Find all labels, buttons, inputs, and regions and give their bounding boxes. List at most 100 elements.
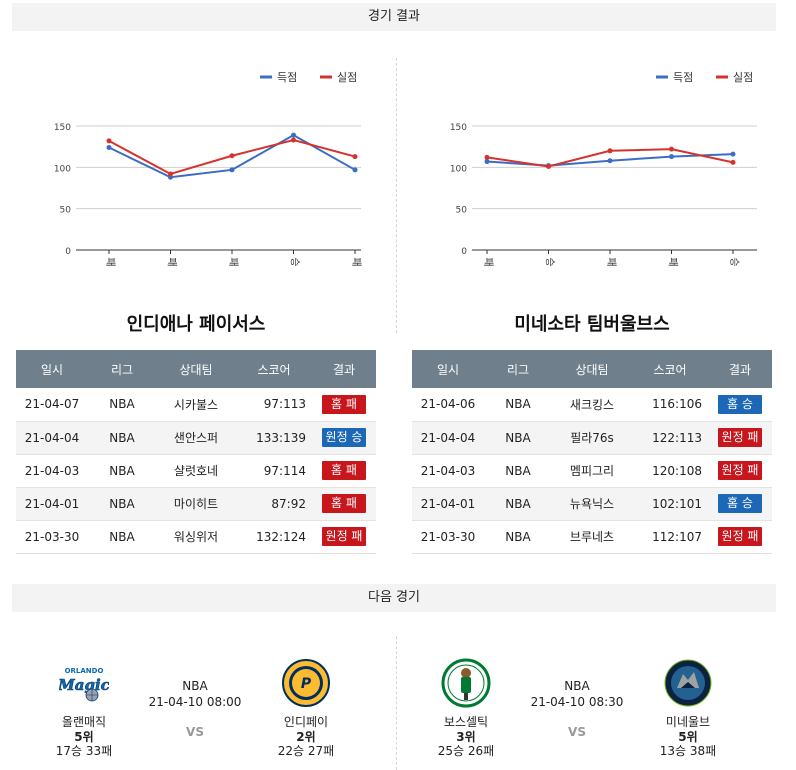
result-badge: 원정 패 — [322, 527, 366, 546]
cell-date: 21-04-03 — [412, 454, 484, 488]
timberwolves-logo — [663, 658, 713, 708]
table-row: 21-04-06 NBA 새크킹스 116:106 홈 승 — [412, 388, 772, 422]
header-league: 리그 — [484, 350, 552, 388]
next-match-1-info: NBA 21-04-10 08:00 — [140, 678, 250, 710]
data-point — [106, 138, 112, 144]
table-row: 21-03-30 NBA 워싱위저 132:124 원정 패 — [16, 520, 376, 554]
x-tick-label: 패 — [227, 257, 239, 266]
x-tick-label: 승 — [728, 257, 740, 266]
magic-logo: ORLANDO Magic — [59, 658, 109, 708]
data-point — [229, 167, 235, 173]
match-datetime: 21-04-10 08:00 — [148, 695, 242, 709]
data-point — [546, 164, 551, 170]
cell-date: 21-03-30 — [412, 520, 484, 554]
data-point — [352, 154, 358, 160]
y-tick-label: 100 — [450, 164, 467, 174]
cell-league: NBA — [484, 388, 552, 422]
table-row: 21-04-03 NBA 멤피그리 120:108 원정 패 — [412, 454, 772, 488]
cell-opponent: 샬럿호네 — [156, 454, 236, 488]
data-point — [229, 153, 235, 159]
svg-text:ORLANDO: ORLANDO — [65, 667, 104, 675]
cell-result: 원정 승 — [312, 421, 376, 455]
table-row: 21-04-01 NBA 마이히트 87:92 홈 패 — [16, 487, 376, 521]
data-point — [106, 144, 112, 150]
cell-score: 122:113 — [632, 421, 708, 455]
cell-date: 21-04-01 — [412, 487, 484, 521]
svg-text:Magic: Magic — [59, 676, 109, 694]
legend-label-0: 득점 — [277, 71, 297, 84]
header-league: 리그 — [88, 350, 156, 388]
next-section-header: 다음 경기 — [12, 584, 776, 612]
y-tick-label: 0 — [461, 247, 467, 257]
y-tick-label: 150 — [450, 123, 467, 133]
next-match-2-away-team[interactable]: 미네울브 5위 13승 38패 — [648, 658, 728, 758]
cell-league: NBA — [484, 520, 552, 554]
cell-opponent: 마이히트 — [156, 487, 236, 521]
next-match-1-away-team[interactable]: P 인디페이 2위 22승 27패 — [266, 658, 346, 758]
data-point — [669, 146, 674, 152]
cell-score: 120:108 — [632, 454, 708, 488]
team-name: 인디페이 — [283, 715, 329, 729]
x-tick-label: 패 — [667, 257, 679, 266]
cell-opponent: 새크킹스 — [552, 388, 632, 422]
legend-label-0: 득점 — [673, 71, 693, 84]
cell-league: NBA — [88, 520, 156, 554]
cell-score: 132:124 — [236, 520, 312, 554]
team-record: 25승 26패 — [437, 744, 495, 758]
x-tick-label: 패 — [605, 257, 617, 266]
y-tick-label: 50 — [60, 206, 72, 216]
header-date: 일시 — [412, 350, 484, 388]
next-match-2-info: NBA 21-04-10 08:30 — [522, 678, 632, 710]
table-row: 21-04-03 NBA 샬럿호네 97:114 홈 패 — [16, 454, 376, 488]
x-tick-label: 승 — [544, 257, 556, 266]
cell-league: NBA — [88, 487, 156, 521]
cell-result: 원정 패 — [708, 454, 772, 488]
cell-date: 21-04-04 — [412, 421, 484, 455]
cell-date: 21-04-07 — [16, 388, 88, 422]
cell-opponent: 뉴욕닉스 — [552, 487, 632, 521]
result-badge: 원정 패 — [718, 527, 762, 546]
legend-label-1: 실점 — [733, 71, 753, 84]
cell-score: 97:114 — [236, 454, 312, 488]
cell-opponent: 멤피그리 — [552, 454, 632, 488]
team-name: 올랜매직 — [61, 715, 107, 729]
x-tick-label: 패 — [350, 257, 362, 266]
table-header-row: 일시 리그 상대팀 스코어 결과 — [16, 350, 376, 388]
x-tick-label: 패 — [104, 257, 116, 266]
y-tick-label: 100 — [54, 164, 71, 174]
table-row: 21-03-30 NBA 브루네츠 112:107 원정 패 — [412, 520, 772, 554]
cell-score: 112:107 — [632, 520, 708, 554]
data-point — [168, 171, 173, 177]
table-row: 21-04-04 NBA 샌안스퍼 133:139 원정 승 — [16, 421, 376, 455]
next-match-2-home-team[interactable]: 보스셀틱 3위 25승 26패 — [426, 658, 506, 758]
cell-result: 홈 승 — [708, 388, 772, 422]
header-opponent: 상대팀 — [156, 350, 236, 388]
header-score: 스코어 — [632, 350, 708, 388]
result-badge: 홈 패 — [322, 461, 366, 480]
result-badge: 원정 패 — [718, 428, 762, 447]
next-match-1-home-team[interactable]: ORLANDO Magic 올랜매직 5위 17승 33패 — [44, 658, 124, 758]
header-result: 결과 — [708, 350, 772, 388]
result-badge: 원정 승 — [322, 428, 366, 447]
celtics-logo — [441, 658, 491, 708]
cell-league: NBA — [484, 454, 552, 488]
cell-opponent: 워싱위저 — [156, 520, 236, 554]
x-tick-label: 패 — [482, 257, 494, 266]
data-point — [607, 148, 613, 154]
cell-result: 원정 패 — [708, 520, 772, 554]
cell-league: NBA — [88, 388, 156, 422]
vs-label: VS — [568, 725, 586, 739]
team-rank: 3위 — [456, 730, 476, 744]
next-section-title: 다음 경기 — [368, 590, 420, 605]
team-record: 22승 27패 — [277, 744, 335, 758]
indiana-results-chart: 득점 실점 0 50 100 150 패 패 패 승 패 — [16, 58, 376, 278]
table-row: 21-04-07 NBA 시카불스 97:113 홈 패 — [16, 388, 376, 422]
table-row: 21-04-04 NBA 필라76s 122:113 원정 패 — [412, 421, 772, 455]
cell-date: 21-03-30 — [16, 520, 88, 554]
result-badge: 원정 패 — [718, 461, 762, 480]
header-date: 일시 — [16, 350, 88, 388]
data-point — [730, 159, 736, 165]
cell-opponent: 샌안스퍼 — [156, 421, 236, 455]
cell-score: 102:101 — [632, 487, 708, 521]
cell-league: NBA — [88, 421, 156, 455]
